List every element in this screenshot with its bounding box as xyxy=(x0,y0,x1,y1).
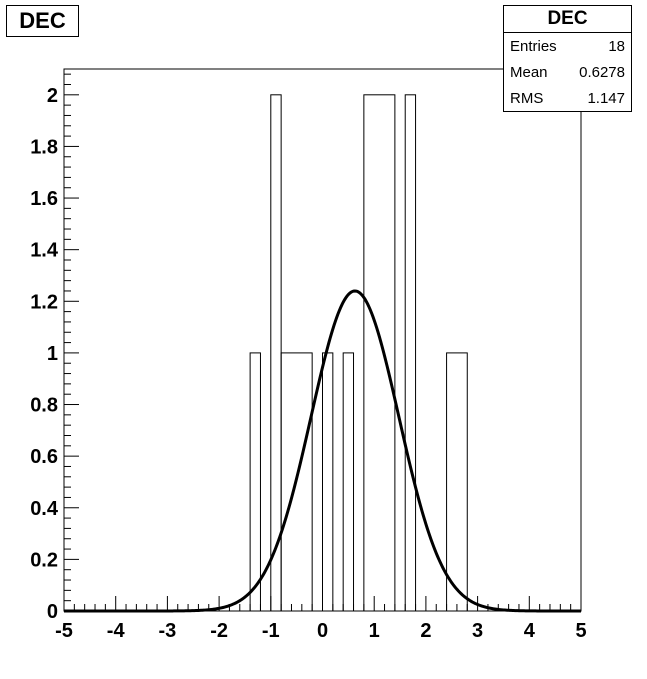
stats-row-rms: RMS 1.147 xyxy=(504,85,631,111)
y-tick-label: 0.2 xyxy=(30,549,58,571)
x-tick-label: -2 xyxy=(210,620,228,642)
stats-value: 18 xyxy=(608,37,625,55)
histogram-bar xyxy=(404,94,417,612)
x-tick-label: 5 xyxy=(575,620,586,642)
x-tick-label: 0 xyxy=(317,620,328,642)
histogram-bars xyxy=(249,94,468,612)
x-tick-label: -5 xyxy=(55,620,73,642)
x-tick-label: 1 xyxy=(369,620,380,642)
y-tick-label: 0.6 xyxy=(30,446,58,468)
histogram-bar xyxy=(322,352,334,612)
y-tick-label: 0.4 xyxy=(30,498,59,520)
histogram-bar xyxy=(342,352,355,612)
stats-label: RMS xyxy=(510,89,544,107)
y-tick-label: 1.6 xyxy=(30,188,58,210)
histogram-bar xyxy=(446,352,468,612)
y-tick-label: 0.8 xyxy=(30,395,58,417)
histogram-bar xyxy=(280,352,313,612)
y-tick-label: 1 xyxy=(47,343,58,365)
x-tick-label: 4 xyxy=(524,620,536,642)
stats-label: Mean xyxy=(510,63,548,81)
histogram-bar xyxy=(363,94,396,612)
stats-label: Entries xyxy=(510,37,557,55)
stats-value: 1.147 xyxy=(587,89,625,107)
y-tick-label: 2 xyxy=(47,85,58,107)
stats-box: DEC Entries 18 Mean 0.6278 RMS 1.147 xyxy=(503,5,632,112)
x-tick-label: -3 xyxy=(159,620,177,642)
x-tick-label: -4 xyxy=(107,620,126,642)
stats-title: DEC xyxy=(504,6,631,33)
histogram-bar xyxy=(249,352,261,612)
x-tick-label: 3 xyxy=(472,620,483,642)
y-tick-label: 0 xyxy=(47,601,58,623)
x-tick-label: 2 xyxy=(420,620,431,642)
stats-value: 0.6278 xyxy=(579,63,625,81)
histogram-title: DEC xyxy=(6,5,79,37)
y-tick-label: 1.2 xyxy=(30,291,58,313)
stats-row-entries: Entries 18 xyxy=(504,33,631,59)
axes: -5 -4 -3 -2 -1 0 1 2 3 4 5 0 0.2 0.4 0.6 0.8 1 1.2 1.4 1.6 1… xyxy=(30,73,587,642)
gaussian-fit-curve xyxy=(64,289,581,613)
x-tick-label: -1 xyxy=(262,620,280,642)
y-tick-label: 1.4 xyxy=(30,240,59,262)
stats-row-mean: Mean 0.6278 xyxy=(504,59,631,85)
y-tick-label: 1.8 xyxy=(30,136,58,158)
